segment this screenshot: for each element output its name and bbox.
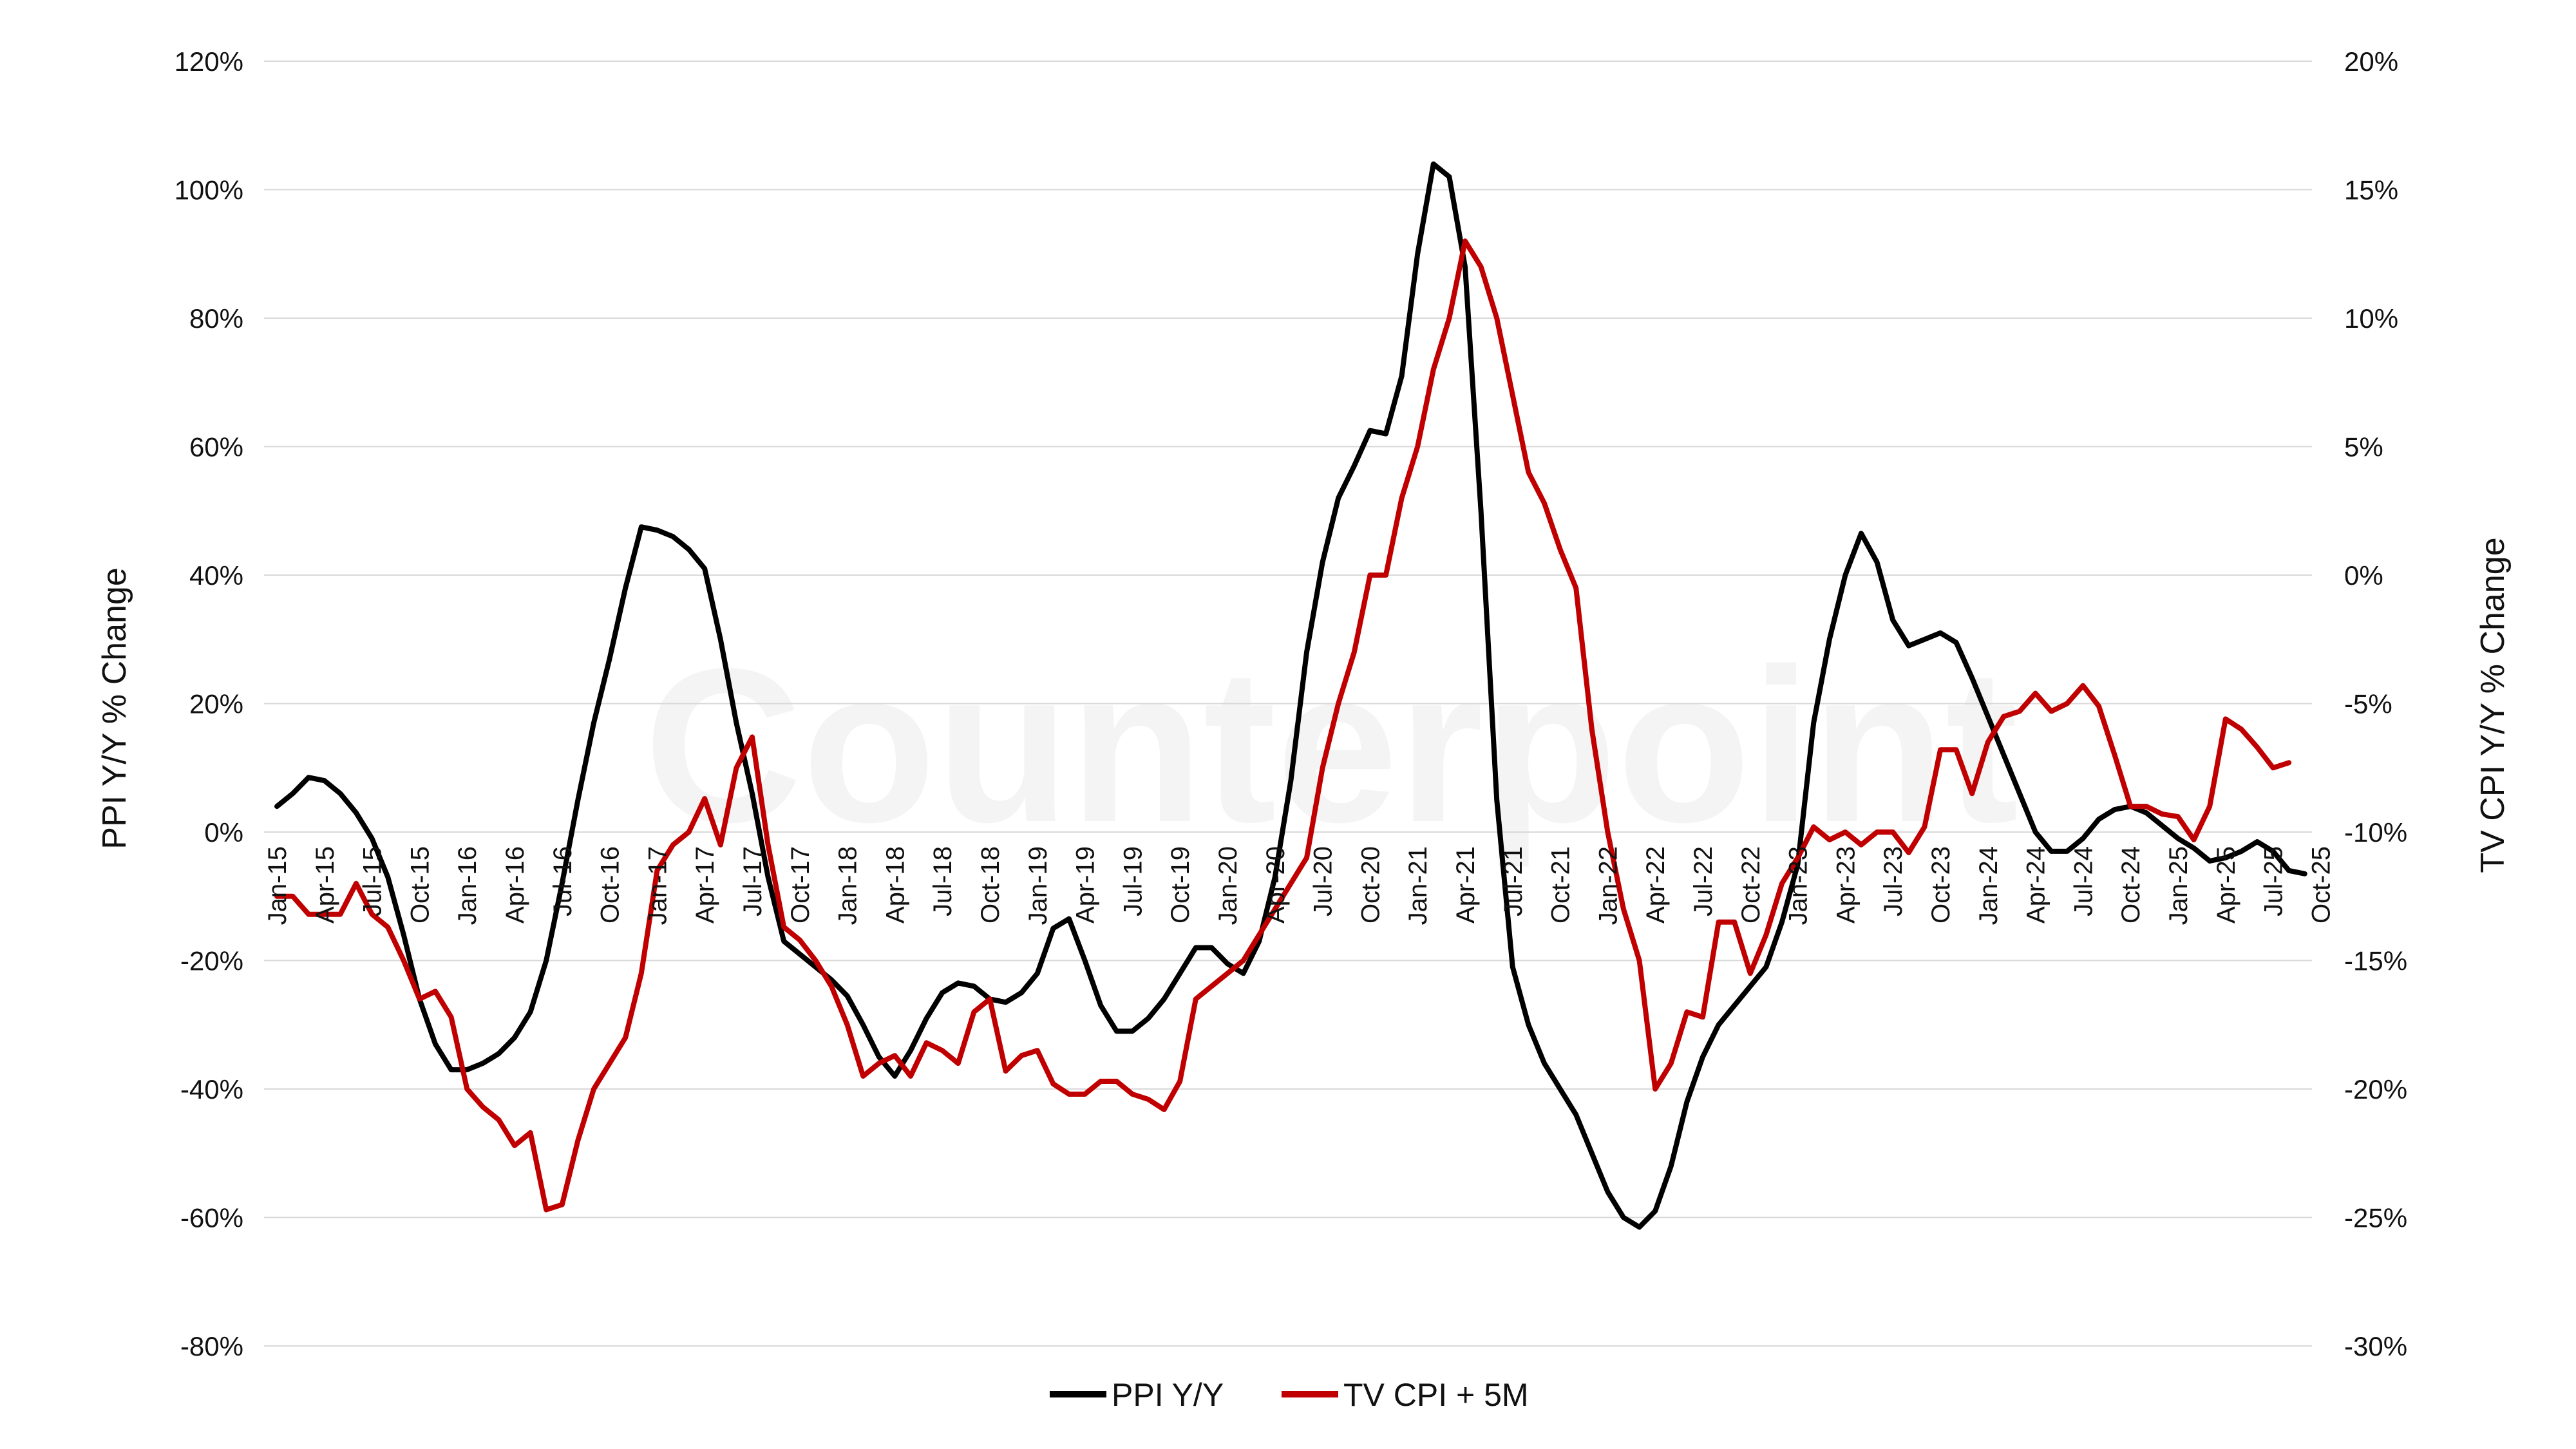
x-tick-label: Jul-25 bbox=[2260, 846, 2288, 916]
x-tick-label: Jul-22 bbox=[1689, 846, 1718, 916]
x-tick-label: Jan-16 bbox=[453, 846, 482, 925]
left-y-tick-label: 120% bbox=[175, 46, 243, 77]
x-tick-label: Apr-20 bbox=[1262, 846, 1290, 923]
series-line-tv-cpi bbox=[274, 238, 2292, 1213]
left-y-tick-label: 20% bbox=[189, 689, 243, 719]
left-y-tick-label: 40% bbox=[189, 560, 243, 591]
x-tick-label: Jul-23 bbox=[1879, 846, 1908, 916]
x-tick-label: Oct-25 bbox=[2307, 846, 2335, 923]
x-tick-label: Jul-15 bbox=[359, 846, 387, 916]
x-tick-label: Apr-23 bbox=[1832, 846, 1860, 923]
right-y-tick-label: -15% bbox=[2344, 946, 2407, 976]
x-tick-label: Jan-21 bbox=[1404, 846, 1432, 925]
left-y-tick-label: 100% bbox=[175, 175, 243, 205]
x-tick-label: Oct-23 bbox=[1927, 846, 1955, 923]
x-tick-label: Apr-22 bbox=[1642, 846, 1670, 923]
x-tick-label: Oct-22 bbox=[1737, 846, 1765, 923]
right-axis-title: TV CPI Y/Y % Change bbox=[2474, 537, 2512, 873]
x-tick-label: Jan-15 bbox=[263, 846, 292, 925]
x-tick-label: Apr-18 bbox=[881, 846, 909, 923]
right-y-tick-label: -30% bbox=[2344, 1331, 2407, 1361]
legend: PPI Y/Y TV CPI + 5M bbox=[1050, 1377, 1529, 1413]
left-y-tick-label: 60% bbox=[189, 432, 243, 462]
watermark: Counterpoint bbox=[644, 623, 2018, 869]
right-y-tick-label: -5% bbox=[2344, 689, 2392, 719]
x-tick-label: Jan-24 bbox=[1975, 846, 2003, 925]
x-tick-label: Jul-20 bbox=[1309, 846, 1338, 916]
x-tick-label: Apr-16 bbox=[501, 846, 529, 923]
series-lines bbox=[274, 161, 2307, 1230]
left-y-tick-label: 0% bbox=[204, 817, 243, 848]
x-tick-label: Oct-21 bbox=[1547, 846, 1575, 923]
x-tick-label: Jul-21 bbox=[1499, 846, 1528, 916]
x-tick-label: Jul-16 bbox=[549, 846, 577, 916]
x-tick-label: Jan-20 bbox=[1214, 846, 1242, 925]
legend-label-tv-cpi: TV CPI + 5M bbox=[1343, 1377, 1529, 1413]
x-tick-label: Oct-18 bbox=[976, 846, 1005, 923]
x-tick-label: Oct-24 bbox=[2117, 846, 2145, 923]
x-tick-label: Jan-17 bbox=[643, 846, 672, 925]
x-tick-label: Oct-16 bbox=[596, 846, 625, 923]
right-y-tick-label: -20% bbox=[2344, 1074, 2407, 1104]
right-y-axis-ticks: 20% 15% 10% 5% 0% -5% -10% -15% -20% -25% -30% bbox=[2344, 46, 2407, 1361]
gridlines bbox=[264, 61, 2312, 1347]
right-y-tick-label: 5% bbox=[2344, 432, 2383, 462]
x-tick-label: Jan-19 bbox=[1024, 846, 1052, 925]
right-y-tick-label: 0% bbox=[2344, 560, 2383, 591]
right-y-tick-label: 20% bbox=[2344, 46, 2398, 77]
x-tick-label: Apr-17 bbox=[691, 846, 719, 923]
right-y-tick-label: 15% bbox=[2344, 175, 2398, 205]
left-y-tick-label: -20% bbox=[180, 946, 243, 976]
right-y-tick-label: -25% bbox=[2344, 1203, 2407, 1233]
left-y-tick-label: -60% bbox=[180, 1203, 243, 1233]
x-tick-label: Jul-17 bbox=[739, 846, 767, 916]
x-axis-ticks: Jan-15 Apr-15 Jul-15 Oct-15 Jan-16 Apr-16 Jul-… bbox=[263, 846, 2335, 925]
x-tick-label: Jan-18 bbox=[834, 846, 862, 925]
x-tick-label: Apr-21 bbox=[1452, 846, 1480, 923]
x-tick-label: Oct-19 bbox=[1166, 846, 1195, 923]
left-y-tick-label: -80% bbox=[180, 1331, 243, 1361]
right-y-tick-label: 10% bbox=[2344, 303, 2398, 334]
x-tick-label: Oct-17 bbox=[786, 846, 815, 923]
x-tick-label: Jan-23 bbox=[1785, 846, 1813, 925]
x-tick-label: Apr-25 bbox=[2212, 846, 2240, 923]
x-tick-label: Apr-24 bbox=[2022, 846, 2050, 923]
x-tick-label: Jul-18 bbox=[929, 846, 957, 916]
left-y-tick-label: -40% bbox=[180, 1074, 243, 1104]
legend-label-ppi: PPI Y/Y bbox=[1112, 1377, 1224, 1413]
left-y-tick-label: 80% bbox=[189, 303, 243, 334]
x-tick-label: Oct-15 bbox=[406, 846, 434, 923]
x-tick-label: Apr-15 bbox=[311, 846, 339, 923]
x-tick-label: Jul-19 bbox=[1119, 846, 1147, 916]
left-axis-title: PPI Y/Y % Change bbox=[96, 567, 133, 849]
x-tick-label: Oct-20 bbox=[1356, 846, 1385, 923]
x-tick-label: Jan-25 bbox=[2164, 846, 2193, 925]
x-tick-label: Jan-22 bbox=[1594, 846, 1622, 925]
x-tick-label: Jul-24 bbox=[2069, 846, 2098, 916]
right-y-tick-label: -10% bbox=[2344, 817, 2407, 848]
x-tick-label: Apr-19 bbox=[1072, 846, 1100, 923]
left-y-axis-ticks: 120% 100% 80% 60% 40% 20% 0% -20% -40% -60% -80% bbox=[175, 46, 243, 1361]
series-line-ppi bbox=[274, 161, 2307, 1230]
